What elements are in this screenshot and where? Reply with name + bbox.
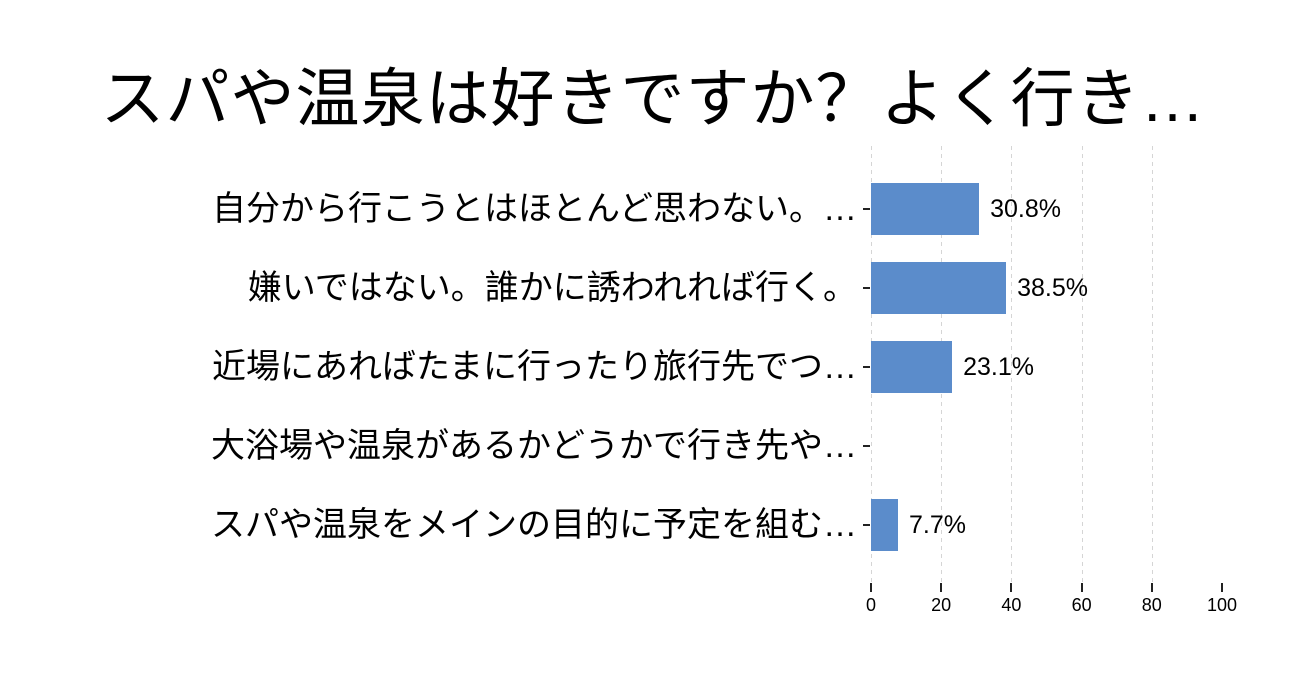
bar bbox=[871, 183, 980, 235]
x-axis-tick bbox=[870, 583, 872, 592]
bar bbox=[871, 499, 899, 551]
x-axis-tick-label: 40 bbox=[1001, 595, 1022, 615]
category-label: 大浴場や温泉があるかどうかで行き先や… bbox=[211, 427, 857, 465]
category-label: 自分から行こうとはほとんど思わない。… bbox=[212, 190, 857, 228]
gridline bbox=[1151, 146, 1153, 583]
x-axis-tick-label: 80 bbox=[1141, 595, 1162, 615]
x-axis-tick-label: 20 bbox=[931, 595, 952, 615]
category-label: 嫌いではない。誰かに誘われれば行く。 bbox=[247, 269, 857, 307]
chart-title: スパや温泉は好きですか？よく行き… bbox=[100, 63, 1206, 135]
category-label: 近場にあればたまに行ったり旅行先でつ… bbox=[212, 348, 857, 386]
x-axis-tick bbox=[1010, 583, 1013, 592]
x-axis-tick bbox=[1080, 583, 1083, 592]
gridline bbox=[1081, 146, 1083, 583]
y-axis-tick bbox=[863, 208, 870, 210]
y-axis-tick bbox=[863, 287, 870, 289]
bar-value-label: 30.8% bbox=[990, 195, 1061, 223]
gridline bbox=[1011, 146, 1013, 583]
bar-value-label: 7.7% bbox=[909, 511, 966, 539]
category-label: スパや温泉をメインの目的に予定を組む… bbox=[211, 506, 857, 544]
y-axis-tick bbox=[863, 366, 870, 368]
bar bbox=[871, 341, 953, 393]
bar-value-label: 23.1% bbox=[963, 353, 1034, 381]
x-axis-tick bbox=[940, 583, 943, 592]
bar-value-label: 38.5% bbox=[1017, 274, 1089, 302]
x-axis-tick-label: 0 bbox=[865, 595, 876, 615]
x-axis-tick bbox=[1150, 583, 1153, 592]
x-axis-tick-label: 100 bbox=[1206, 595, 1238, 615]
y-axis-tick bbox=[863, 445, 870, 447]
x-axis-tick-label: 60 bbox=[1071, 595, 1092, 615]
x-axis-tick bbox=[1221, 583, 1223, 592]
y-axis-tick bbox=[863, 524, 870, 526]
bar bbox=[871, 262, 1007, 314]
